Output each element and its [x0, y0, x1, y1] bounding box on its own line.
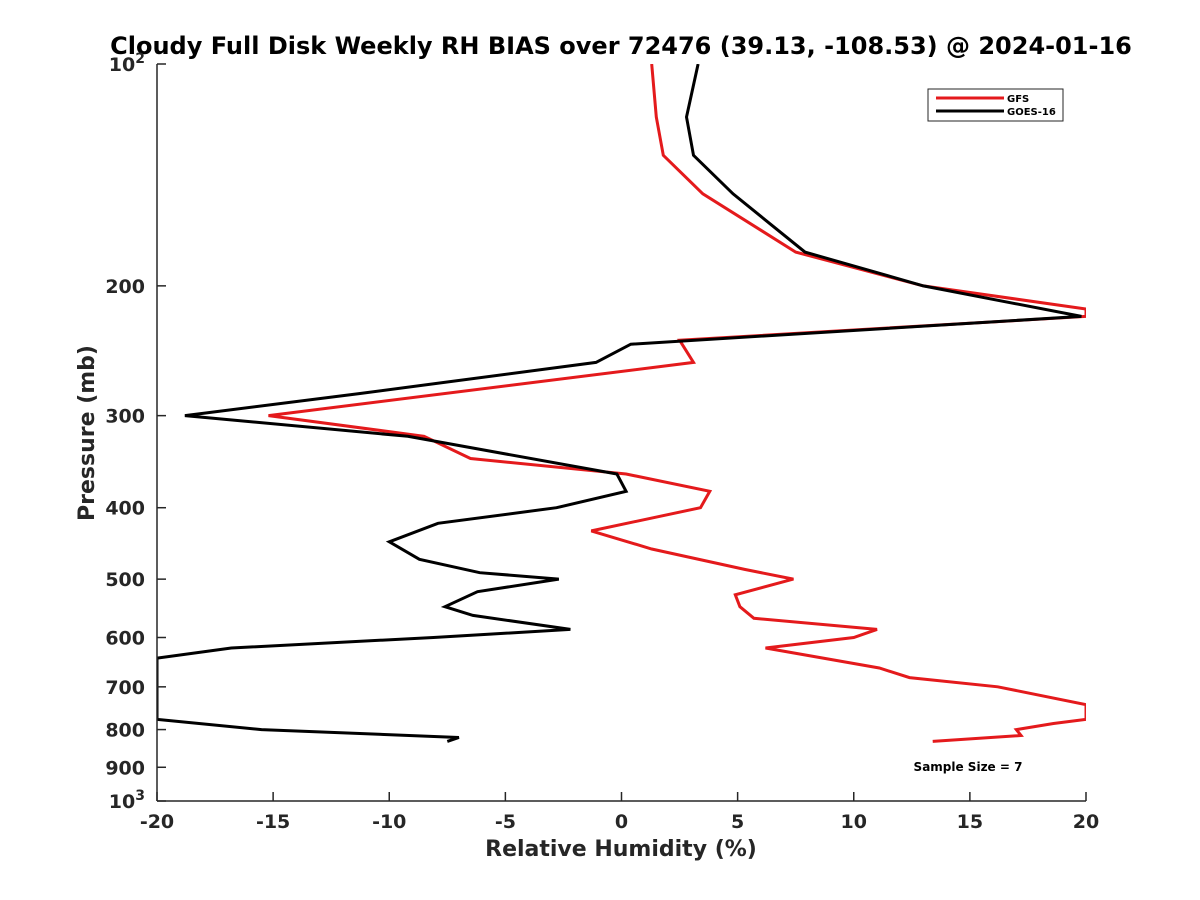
x-tick-label: 0 [615, 811, 628, 833]
x-tick-label: -5 [495, 811, 516, 833]
y-tick-label: 200 [105, 276, 145, 298]
y-tick-label: 300 [105, 406, 145, 428]
series-line-gfs [268, 64, 1086, 743]
x-tick-label: -10 [372, 811, 406, 833]
y-tick-label: 800 [105, 720, 145, 742]
y-ticks: 102 200 300 400 500 600 700 800 900 103 [105, 51, 166, 813]
legend-label: GFS [1007, 94, 1029, 105]
y-tick-label: 700 [105, 677, 145, 699]
x-axis-label: Relative Humidity (%) [485, 837, 757, 862]
x-tick-label: 15 [957, 811, 983, 833]
y-tick-label: 600 [105, 627, 145, 649]
chart-title: Cloudy Full Disk Weekly RH BIAS over 724… [110, 32, 1132, 60]
x-tick-label: -20 [140, 811, 174, 833]
x-tick-label: 10 [841, 811, 867, 833]
legend-box [927, 88, 1064, 122]
series-line-goes-16 [157, 64, 1082, 743]
y-axis-label: Pressure (mb) [75, 345, 100, 521]
y-tick-label: 500 [105, 569, 145, 591]
y-tick-label: 102 [109, 51, 145, 76]
sample-size-annotation: Sample Size = 7 [914, 760, 1023, 774]
x-ticks: -20 -15 -10 -5 0 5 10 15 20 [140, 792, 1099, 833]
legend: GFS GOES-16 [927, 88, 1064, 122]
legend-label: GOES-16 [1007, 107, 1056, 118]
x-tick-label: 5 [731, 811, 744, 833]
x-tick-label: 20 [1073, 811, 1099, 833]
y-tick-label: 900 [105, 757, 145, 779]
series-layer [157, 64, 1086, 743]
x-tick-label: -15 [256, 811, 290, 833]
y-tick-label: 103 [109, 788, 145, 813]
plot-area [157, 64, 1086, 801]
y-tick-label: 400 [105, 498, 145, 520]
